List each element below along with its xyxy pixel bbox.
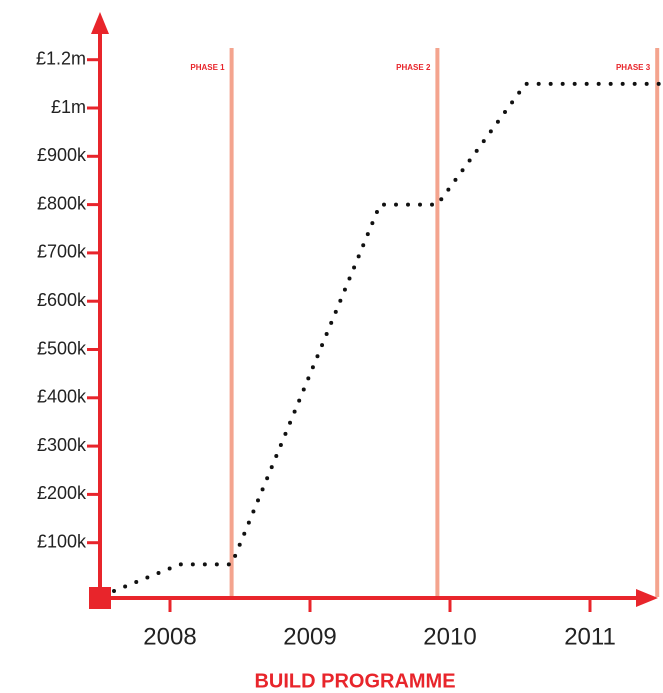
phase-label: PHASE 2 <box>396 63 431 72</box>
y-tick-label: £200k <box>37 483 87 503</box>
x-axis-label: BUILD PROGRAMME <box>254 670 455 692</box>
x-tick-label: 2008 <box>143 623 196 650</box>
x-tick-label: 2011 <box>564 623 616 650</box>
phase-line <box>655 48 660 597</box>
phase-label: PHASE 1 <box>190 63 225 72</box>
y-tick-label: £600k <box>37 290 87 310</box>
phase-line <box>435 48 440 597</box>
y-tick-label: £100k <box>37 531 87 551</box>
origin-marker <box>89 587 111 609</box>
y-tick-label: £900k <box>37 145 87 165</box>
y-tick-label: £1m <box>51 97 86 117</box>
x-axis-arrow <box>636 589 658 607</box>
y-tick-label: £300k <box>37 435 87 455</box>
phase-line <box>229 48 234 597</box>
y-axis-arrow <box>91 12 109 34</box>
x-tick-label: 2010 <box>423 623 476 650</box>
y-tick-label: £700k <box>37 242 87 262</box>
y-tick-label: £1.2m <box>36 48 86 68</box>
phase-label: PHASE 3 <box>616 63 651 72</box>
y-tick-label: £400k <box>37 387 87 407</box>
data-line <box>112 81 662 593</box>
x-tick-label: 2009 <box>283 623 336 650</box>
y-tick-label: £800k <box>37 193 87 213</box>
y-tick-label: £500k <box>37 338 87 358</box>
